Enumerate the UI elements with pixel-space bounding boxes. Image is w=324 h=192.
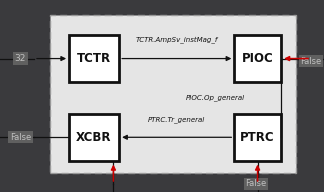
Bar	[234, 35, 281, 82]
Text: XCBR: XCBR	[76, 131, 112, 144]
Bar	[234, 114, 281, 161]
Text: False: False	[300, 57, 322, 66]
Text: TCTR.AmpSv_instMag_f: TCTR.AmpSv_instMag_f	[135, 36, 218, 43]
Text: False: False	[10, 133, 31, 142]
Text: PIOC.Op_general: PIOC.Op_general	[186, 94, 245, 101]
Text: PTRC.Tr_general: PTRC.Tr_general	[148, 116, 205, 123]
Text: 32: 32	[15, 54, 26, 63]
Bar	[50, 15, 296, 173]
Bar	[69, 35, 119, 82]
Text: PIOC: PIOC	[242, 52, 273, 65]
Text: PTRC: PTRC	[240, 131, 275, 144]
Text: False: False	[245, 180, 267, 188]
Bar	[69, 114, 119, 161]
Text: TCTR: TCTR	[77, 52, 111, 65]
